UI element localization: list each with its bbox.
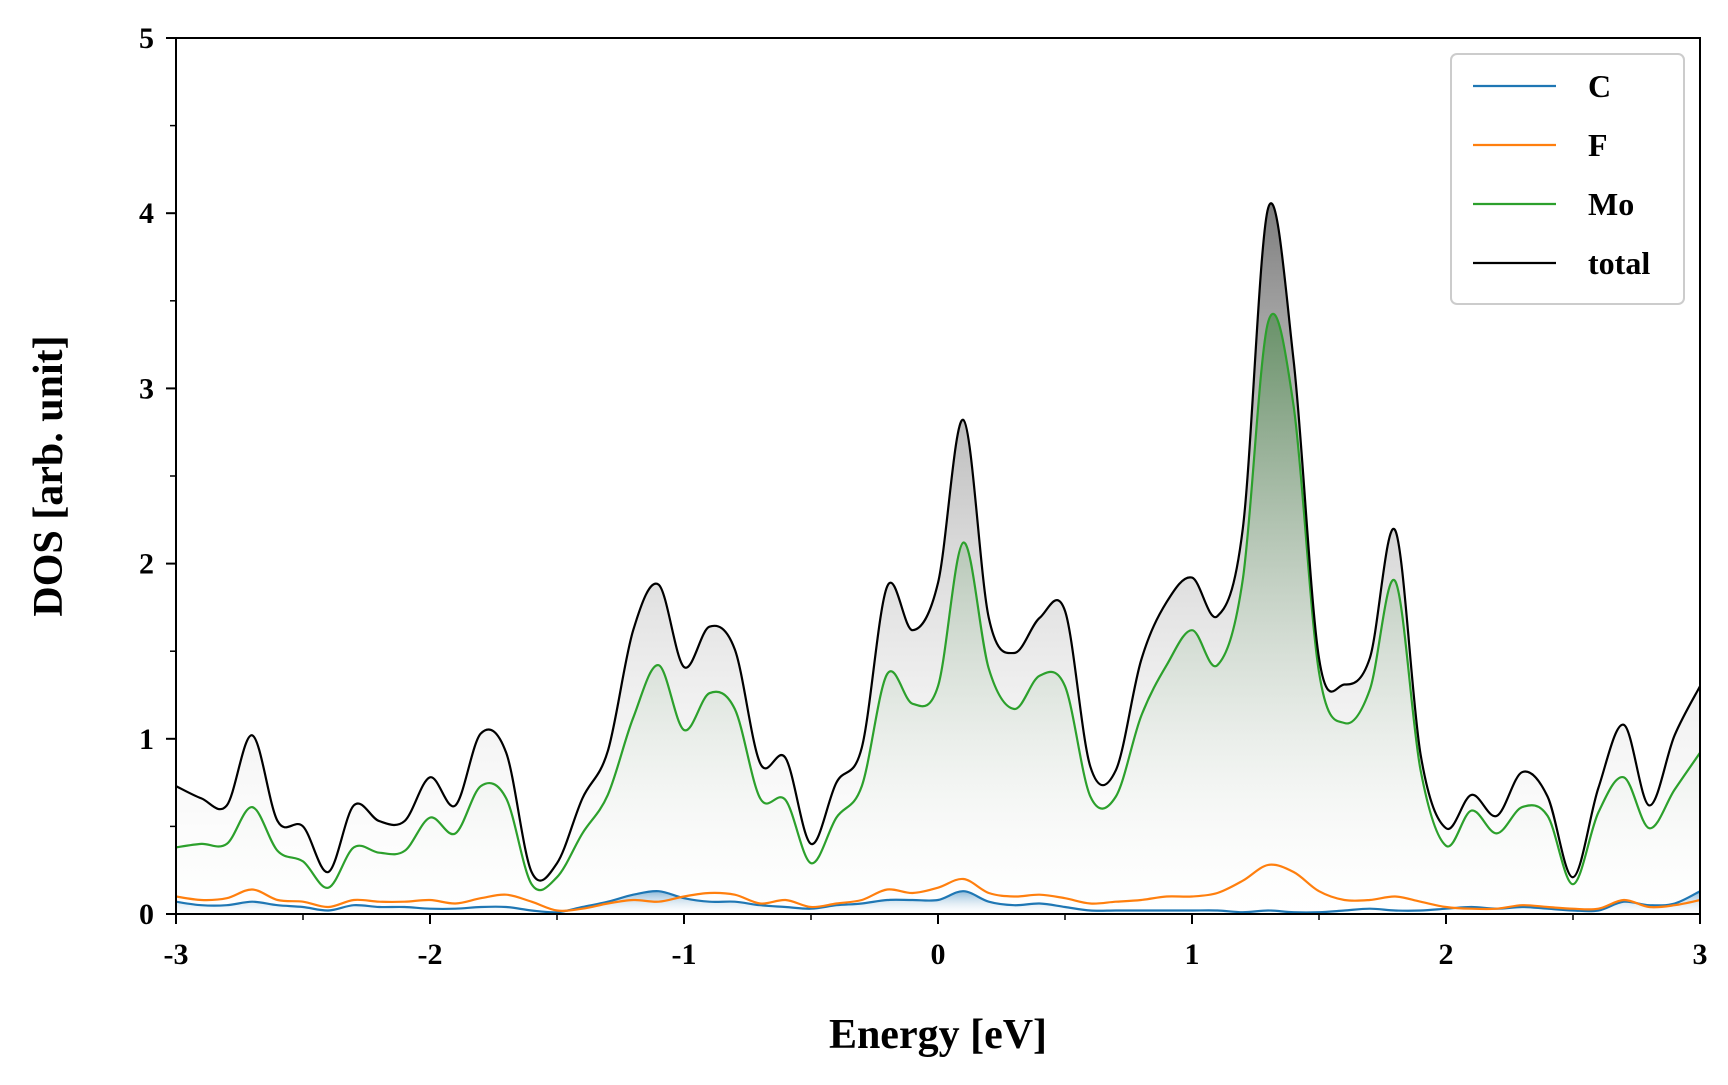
legend-label-c: C	[1588, 68, 1611, 104]
legend-label-f: F	[1588, 127, 1608, 163]
y-axis-label: DOS [arb. unit]	[26, 335, 72, 616]
x-tick-label: -1	[672, 938, 697, 971]
y-tick-label: 4	[139, 197, 154, 230]
x-tick-label: 2	[1439, 938, 1454, 971]
legend-box	[1450, 53, 1685, 305]
series-line-c	[176, 890, 1700, 914]
legend-label-mo: Mo	[1588, 186, 1634, 222]
series-line-mo	[176, 313, 1700, 892]
legend: CF Mo total	[1450, 53, 1685, 305]
x-tick-label: -3	[164, 938, 189, 971]
x-tick-label: 3	[1693, 938, 1708, 971]
legend-label-total: total	[1588, 245, 1650, 281]
y-tick-label: 5	[139, 22, 154, 55]
x-tick-label: 1	[1185, 938, 1200, 971]
y-tick-label: 2	[139, 548, 154, 581]
area-fill-mo	[176, 313, 1700, 914]
y-tick-label: 0	[139, 898, 154, 931]
area-fill-c	[176, 891, 1700, 914]
x-axis-label: Energy [eV]	[829, 1012, 1047, 1058]
y-tick-label: 1	[139, 723, 154, 756]
y-tick-label: 3	[139, 372, 154, 405]
series-line-f	[176, 863, 1700, 912]
x-tick-label: 0	[931, 938, 946, 971]
x-tick-label: -2	[418, 938, 443, 971]
series-line-total	[176, 202, 1700, 882]
